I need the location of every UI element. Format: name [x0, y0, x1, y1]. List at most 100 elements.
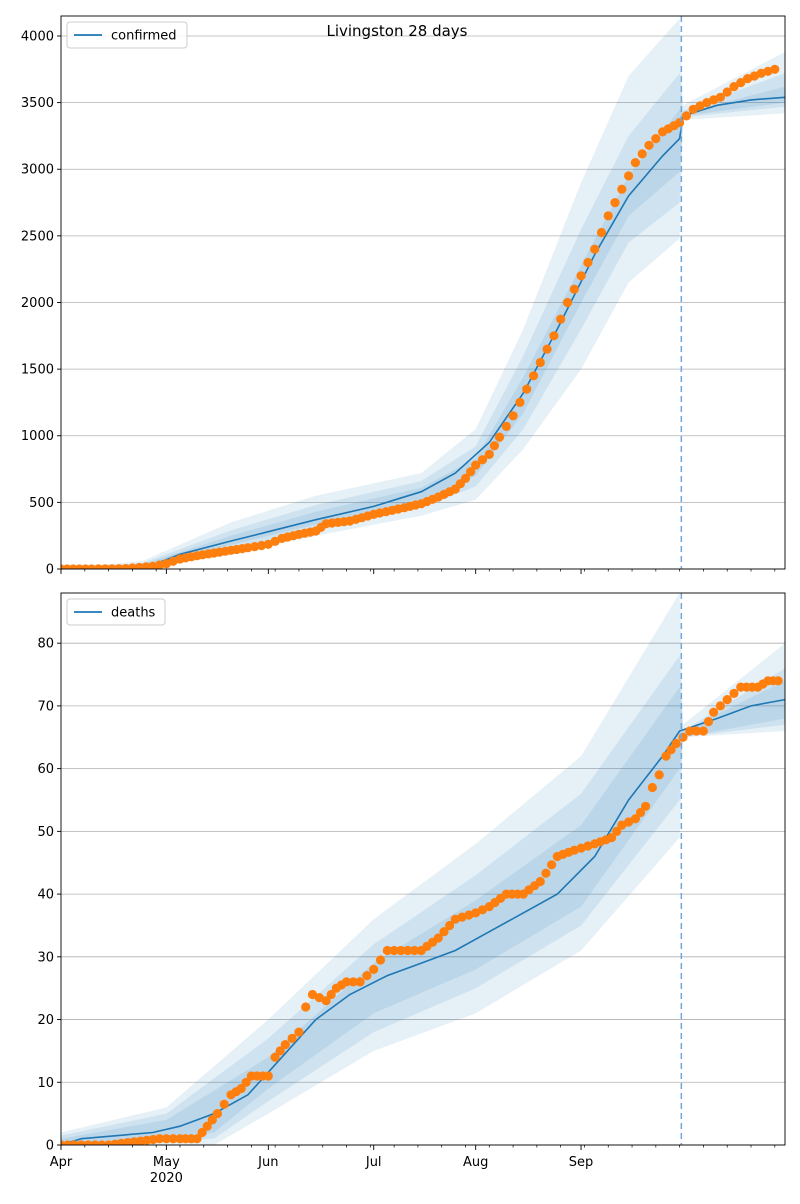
confirmed-panel: 0 500 1000 1500 2000 2500 3000 3500 4000 confirme… — [21, 15, 786, 578]
observed-point — [321, 996, 331, 1006]
y-tick-label: 4000 — [21, 29, 54, 44]
observed-point — [688, 104, 698, 114]
observed-point — [661, 751, 671, 761]
observed-point — [556, 314, 566, 324]
observed-point — [617, 184, 627, 194]
observed-point — [90, 1140, 100, 1145]
observed-point — [471, 460, 481, 470]
observed-point — [403, 945, 413, 956]
observed-point — [590, 244, 600, 254]
observed-point — [212, 1109, 222, 1119]
observed-point — [729, 82, 739, 92]
observed-point — [494, 432, 505, 442]
observed-point — [256, 540, 267, 551]
observed-point — [348, 977, 358, 987]
observed-point — [603, 211, 613, 221]
y-tick-label: 20 — [37, 1013, 54, 1028]
observed-point — [624, 171, 634, 181]
x-tick-label: Sep — [569, 1155, 594, 1170]
observed-point — [722, 695, 732, 705]
observed-point — [541, 868, 551, 878]
observed-point — [76, 1140, 86, 1145]
observed-point — [651, 134, 661, 144]
observed-point — [433, 933, 443, 943]
observed-point — [535, 876, 545, 887]
observed-point — [148, 561, 158, 569]
y-tick-label: 10 — [37, 1076, 54, 1091]
observed-point — [202, 1121, 212, 1131]
observed-point — [607, 833, 617, 843]
observed-point — [547, 860, 557, 870]
observed-point — [341, 977, 352, 987]
observed-point — [301, 1002, 311, 1012]
observed-point — [685, 726, 695, 736]
axes-frame — [60, 15, 786, 570]
observed-point — [155, 1134, 165, 1144]
observed-point — [692, 726, 702, 736]
axes-frame — [60, 592, 786, 1146]
observed-point — [87, 564, 97, 569]
observed-point — [562, 297, 573, 308]
fitted-line — [61, 698, 785, 1145]
y-tick-label: 50 — [37, 825, 54, 840]
y-tick-label: 3500 — [21, 96, 54, 111]
y-tick-label: 40 — [37, 888, 54, 903]
observed-point — [715, 92, 726, 102]
x-tick-label: Jul — [365, 1155, 382, 1170]
observed-point — [241, 1077, 251, 1087]
observed-point — [168, 1134, 178, 1144]
legend: deaths — [66, 598, 166, 626]
uncertainty-band — [61, 593, 785, 1145]
uncertainty-band — [61, 680, 785, 1145]
observed-point — [630, 814, 641, 824]
observed-point — [466, 467, 476, 477]
observed-point — [630, 158, 641, 168]
observed-point — [409, 945, 420, 956]
y-tick-label: 3000 — [21, 163, 54, 178]
y-tick-label: 1500 — [21, 363, 54, 378]
observed-point — [207, 1115, 217, 1125]
observed-point — [569, 284, 579, 294]
observed-point — [647, 782, 658, 793]
y-tick-label: 500 — [29, 496, 54, 511]
observed-point — [549, 331, 559, 341]
plot-area — [61, 593, 785, 1145]
y-tick-label: 80 — [37, 637, 54, 652]
observed-point — [612, 826, 622, 837]
observed-point — [70, 1140, 80, 1145]
observed-point — [243, 543, 253, 553]
observed-point — [654, 770, 664, 780]
observed-point — [501, 421, 511, 431]
observed-point — [515, 397, 525, 407]
observed-point — [681, 111, 692, 121]
x-year-label: 2020 — [150, 1171, 183, 1186]
uncertainty-band — [61, 73, 785, 569]
x-tick-label: May — [153, 1155, 180, 1170]
legend: confirmed — [66, 21, 188, 49]
observed-point — [197, 1127, 207, 1138]
observed-point — [445, 920, 455, 931]
y-tick-label: 2500 — [21, 229, 54, 244]
legend-box — [66, 21, 188, 49]
observed-point — [637, 149, 647, 159]
y-tick-label: 1000 — [21, 429, 54, 444]
observed-point — [382, 945, 392, 956]
observed-point — [736, 78, 746, 88]
observed-point — [576, 271, 586, 281]
observed-point — [709, 707, 719, 717]
observed-point — [671, 738, 681, 749]
observed-point — [522, 384, 532, 394]
legend-label: deaths — [111, 606, 156, 621]
observed-point — [100, 564, 110, 569]
observed-point — [326, 989, 336, 1000]
observed-point — [263, 1071, 273, 1081]
observed-point — [703, 717, 714, 727]
observed-point — [155, 560, 165, 569]
y-tick-label: 70 — [37, 699, 54, 714]
x-tick-label: Apr — [50, 1155, 73, 1170]
observed-point — [542, 344, 552, 354]
observed-point — [484, 449, 494, 459]
uncertainty-band — [61, 18, 785, 569]
